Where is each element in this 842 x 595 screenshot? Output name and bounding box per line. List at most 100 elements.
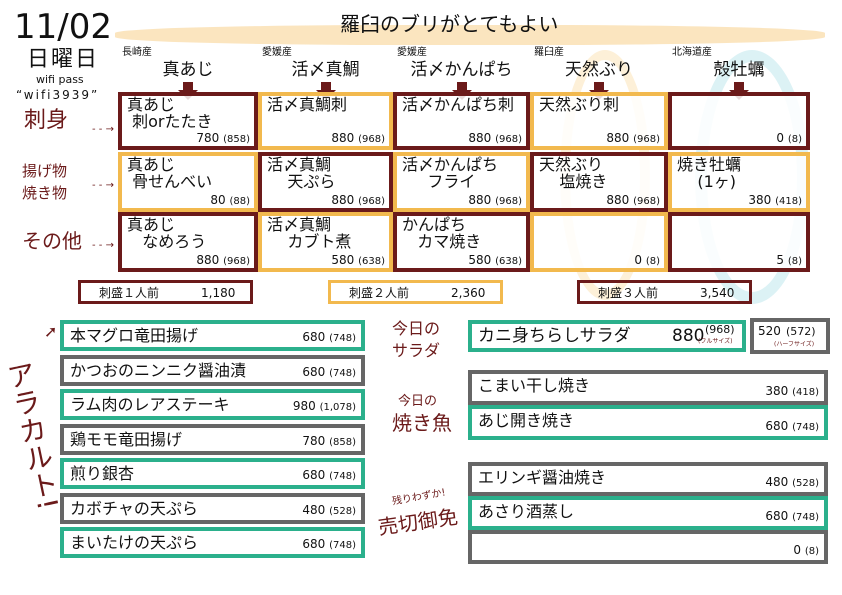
- item-price: 680 (748): [302, 468, 356, 482]
- alacarte-item: ラム肉のレアステーキ 980 (1,078): [60, 389, 365, 420]
- item-tax: (858): [223, 134, 250, 145]
- item-tax: (528): [329, 505, 356, 517]
- item-price: 680 (748): [302, 537, 356, 551]
- origin-label: 愛媛産: [262, 47, 292, 58]
- item-price: 80 (88): [210, 193, 250, 208]
- brush-stroke: [115, 25, 825, 45]
- menu-cell: 活〆かんぱち フライ 880 (968): [393, 152, 530, 212]
- item-tax: (968): [705, 323, 735, 336]
- sashimi-set: 刺盛２人前 2,360: [328, 280, 503, 304]
- alacarte-item: まいたけの天ぷら 680 (748): [60, 527, 365, 558]
- item-name: 真あじ なめろう: [127, 215, 207, 251]
- menu-cell: 活〆真鯛 カブト煮 580 (638): [258, 212, 393, 272]
- item-name: 真あじ 骨せんべい: [127, 155, 213, 191]
- limited-label: 売切御免: [376, 504, 460, 540]
- limited-item: あさり酒蒸し 680 (748): [468, 496, 828, 530]
- item-tax: (968): [633, 134, 660, 145]
- item-tax: (968): [358, 196, 385, 207]
- salad-half: 520 (572) (ハーフサイズ): [750, 318, 830, 354]
- half-tax: (572): [786, 325, 816, 338]
- item-price: 380 (418): [748, 193, 802, 208]
- row-label: 揚げ物 焼き物: [22, 162, 68, 202]
- row-label: その他: [22, 229, 82, 253]
- item-price: 0 (8): [793, 543, 819, 557]
- dashed-arrow-icon: - - →: [92, 240, 114, 251]
- item-price: 880 (968): [606, 131, 660, 146]
- limited-item: エリンギ醤油焼き 480 (528): [468, 462, 828, 496]
- set-price: 1,180: [201, 286, 236, 300]
- item-name: 煎り銀杏: [70, 464, 135, 483]
- half-size-note: (ハーフサイズ): [774, 341, 815, 348]
- item-name: 天然ぶり 塩焼き: [539, 155, 608, 191]
- menu-cell: 0 (8): [530, 212, 668, 272]
- half-price: 520: [758, 324, 781, 338]
- item-tax: (8): [804, 546, 819, 557]
- item-name: あじ開き焼き: [478, 411, 575, 430]
- item-price: 380 (418): [765, 384, 819, 398]
- weekday: 日曜日: [27, 47, 100, 72]
- fish-name: 活〆かんぱち: [410, 60, 513, 80]
- arrow-icon: ➚: [44, 322, 58, 341]
- item-tax: (8): [645, 256, 660, 267]
- set-label: 刺盛３人前: [598, 286, 659, 300]
- alacarte-item: 煎り銀杏 680 (748): [60, 458, 365, 489]
- item-tax: (748): [329, 367, 356, 379]
- item-name: 活〆真鯛刺: [267, 95, 348, 114]
- alacarte-label: アラカルト!: [0, 358, 65, 513]
- origin-label: 愛媛産: [397, 47, 427, 58]
- menu-cell: 活〆真鯛 天ぷら 880 (968): [258, 152, 393, 212]
- menu-cell: 真あじ 骨せんべい 80 (88): [118, 152, 258, 212]
- salad-item: カニ身ちらしサラダ 880 (968) (フルサイズ): [468, 320, 746, 352]
- item-name: 活〆真鯛 カブト煮: [267, 215, 352, 251]
- limited-note: 残りわずか!: [391, 487, 447, 508]
- origin-label: 長崎産: [122, 47, 152, 58]
- item-tax: (968): [223, 256, 250, 267]
- menu-cell: 活〆かんぱち刺 880 (968): [393, 92, 530, 150]
- item-name: 天然ぶり刺: [539, 95, 620, 114]
- item-price: 680 (748): [302, 330, 356, 344]
- item-tax: (968): [495, 196, 522, 207]
- item-price: 880: [672, 326, 705, 346]
- item-price: 880 (968): [468, 131, 522, 146]
- item-name: 活〆真鯛 天ぷら: [267, 155, 336, 191]
- wifi-password: “wifi3939”: [16, 88, 100, 102]
- origin-label: 羅臼産: [534, 47, 564, 58]
- item-tax: (418): [792, 387, 819, 398]
- item-price: 680 (748): [302, 364, 356, 379]
- dashed-arrow-icon: - - →: [92, 180, 114, 191]
- item-tax: (1,078): [319, 402, 356, 413]
- item-tax: (748): [792, 512, 819, 523]
- alacarte-item: 鶏モモ竜田揚げ 780 (858): [60, 423, 365, 455]
- item-name: 本マグロ竜田揚げ: [70, 326, 199, 345]
- item-tax: (748): [329, 333, 356, 344]
- menu-cell: 天然ぶり 塩焼き 880 (968): [530, 152, 668, 212]
- sashimi-set: 刺盛３人前 3,540: [577, 280, 752, 304]
- grilled-label: 焼き魚: [392, 411, 452, 435]
- item-price: 0 (8): [634, 253, 660, 268]
- wifi-label: wifi pass: [36, 73, 84, 86]
- salad-label: 今日の サラダ: [392, 319, 441, 360]
- item-price: 680 (748): [765, 419, 819, 433]
- item-name: かつおのニンニク醤油漬: [70, 360, 247, 380]
- item-tax: (528): [792, 478, 819, 489]
- item-tax: (748): [329, 471, 356, 482]
- menu-cell: 0 (8): [668, 92, 810, 150]
- set-label: 刺盛２人前: [349, 286, 410, 300]
- item-name: 活〆かんぱち フライ: [402, 155, 499, 191]
- fish-name: 活〆真鯛: [291, 60, 360, 80]
- alacarte-item: カボチャの天ぷら 480 (528): [60, 492, 365, 524]
- item-price: 780 (858): [196, 131, 250, 146]
- menu-cell: 真あじ なめろう 880 (968): [118, 212, 258, 272]
- origin-label: 北海道産: [672, 47, 712, 58]
- item-price: 880 (968): [468, 193, 522, 208]
- item-name: こまい干し焼き: [478, 376, 591, 395]
- item-price: 5 (8): [776, 253, 802, 268]
- menu-cell: 5 (8): [668, 212, 810, 272]
- set-label: 刺盛１人前: [99, 286, 160, 300]
- grilled-label-small: 今日の: [398, 394, 438, 409]
- date: 11/02: [14, 7, 112, 47]
- item-price: 580 (638): [468, 253, 522, 268]
- menu-cell: かんぱち カマ焼き 580 (638): [393, 212, 530, 272]
- item-tax: (8): [787, 256, 802, 267]
